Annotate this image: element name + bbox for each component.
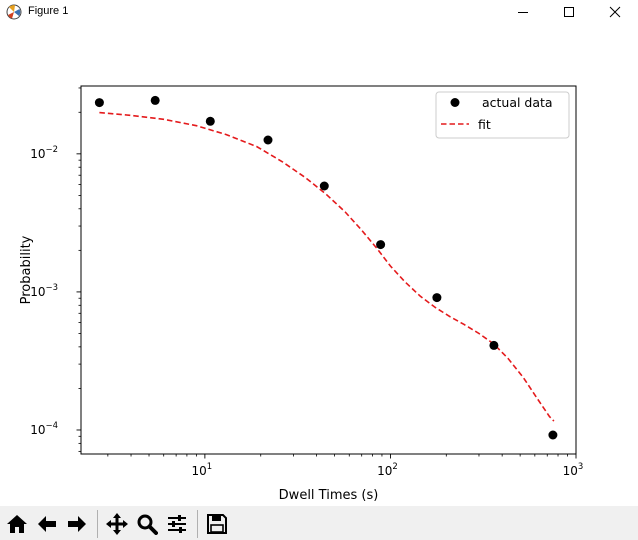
data-point — [489, 340, 499, 350]
home-button[interactable] — [4, 511, 30, 537]
data-point — [263, 135, 273, 145]
y-tick-labels: 10−4 10−3 10−2 — [30, 145, 58, 437]
data-point — [376, 240, 386, 250]
minimize-icon — [518, 12, 528, 13]
forward-button[interactable] — [64, 511, 90, 537]
home-icon — [7, 515, 27, 533]
figure-canvas: 101 102 103 10−4 10−3 10−2 Dwell Times (s) P… — [19, 85, 584, 503]
major-ticks — [76, 153, 577, 459]
zoom-button[interactable] — [134, 511, 160, 537]
toolbar-separator — [97, 510, 98, 538]
save-icon — [207, 514, 227, 534]
data-point — [150, 95, 160, 105]
data-point — [432, 293, 442, 303]
navigation-toolbar — [0, 506, 638, 540]
x-tick-labels: 101 102 103 — [192, 462, 584, 478]
maximize-button[interactable] — [546, 0, 592, 24]
data-point — [548, 430, 558, 440]
forward-arrow-icon — [68, 516, 86, 532]
legend-label-fit: fit — [478, 117, 491, 132]
fit-line — [99, 111, 555, 422]
maximize-icon — [564, 7, 574, 17]
window-titlebar: Figure 1 — [0, 0, 638, 24]
window-title: Figure 1 — [28, 5, 69, 17]
data-point — [94, 98, 104, 108]
axes-frame — [80, 85, 577, 455]
y-axis-label: Probability — [19, 235, 34, 304]
configure-subplots-icon — [168, 515, 186, 533]
minimize-button[interactable] — [500, 0, 546, 24]
back-arrow-icon — [38, 516, 56, 532]
matplotlib-app-icon — [6, 4, 22, 20]
close-icon — [609, 6, 621, 18]
data-point — [205, 116, 215, 126]
legend-marker-actual-data — [450, 98, 460, 107]
legend: actual data fit — [435, 91, 570, 139]
back-button[interactable] — [34, 511, 60, 537]
toolbar-separator — [197, 510, 198, 538]
save-button[interactable] — [204, 511, 230, 537]
data-points — [94, 95, 558, 440]
pan-button[interactable] — [104, 511, 130, 537]
x-axis-label: Dwell Times (s) — [279, 488, 379, 503]
configure-subplots-button[interactable] — [164, 511, 190, 537]
y-tick-label: 10−2 — [30, 145, 58, 161]
x-tick-label: 103 — [563, 462, 584, 478]
legend-box — [435, 91, 570, 139]
y-tick-label: 10−4 — [30, 421, 58, 437]
x-tick-label: 101 — [192, 462, 213, 478]
zoom-icon — [137, 514, 158, 535]
plot-area — [81, 86, 576, 454]
y-tick-label: 10−3 — [30, 283, 58, 299]
pan-icon — [106, 513, 128, 535]
data-point — [319, 181, 329, 191]
legend-label-actual-data: actual data — [478, 95, 553, 110]
close-button[interactable] — [592, 0, 638, 24]
x-tick-label: 102 — [377, 462, 398, 478]
